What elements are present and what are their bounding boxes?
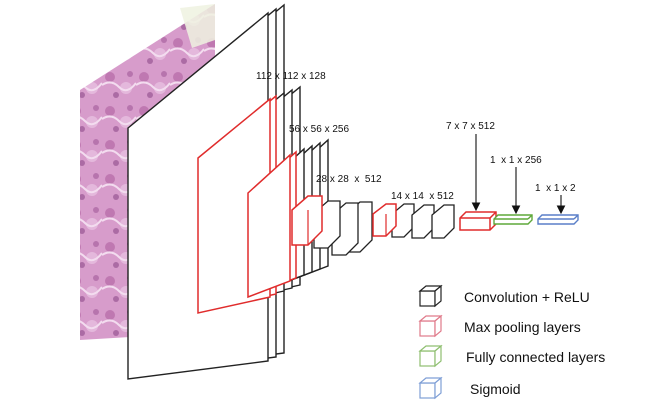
- cube-outline-icon: [418, 284, 443, 308]
- legend: Convolution + ReLU Max pooling layers Fu…: [418, 284, 605, 400]
- conv-block-5: [391, 203, 455, 239]
- pool-layer-4: [372, 203, 397, 237]
- legend-item-pool: Max pooling layers: [418, 314, 581, 338]
- pool-layer-5: [459, 211, 497, 231]
- dim-label-256: 1 x 1 x 256: [490, 155, 542, 166]
- dim-label-7: 7 x 7 x 512: [446, 121, 495, 132]
- input-image-highlight: [180, 4, 215, 48]
- cube-outline-icon: [418, 344, 443, 368]
- dim-label-56: 56 x 56 x 256: [289, 124, 349, 135]
- dim-label-14: 14 x 14 x 512: [391, 191, 454, 202]
- legend-label-conv: Convolution + ReLU: [464, 289, 590, 305]
- legend-label-pool: Max pooling layers: [464, 319, 581, 335]
- cube-outline-icon: [418, 376, 443, 400]
- cube-outline-icon: [418, 314, 443, 338]
- dim-label-112: 112 x 112 x 128: [256, 71, 326, 82]
- legend-label-sigmoid: Sigmoid: [470, 381, 521, 397]
- fc-layer: [493, 214, 533, 225]
- legend-item-fc: Fully connected layers: [418, 344, 605, 368]
- pool-layer-3: [291, 195, 323, 246]
- legend-item-sigmoid: Sigmoid: [418, 376, 521, 400]
- sigmoid-layer: [537, 214, 579, 225]
- dim-label-28: 28 x 28 x 512: [316, 174, 382, 185]
- pool-layer-2-back: [247, 153, 291, 299]
- legend-item-conv: Convolution + ReLU: [418, 284, 590, 308]
- dim-label-2: 1 x 1 x 2: [535, 183, 576, 194]
- legend-label-fc: Fully connected layers: [466, 349, 605, 365]
